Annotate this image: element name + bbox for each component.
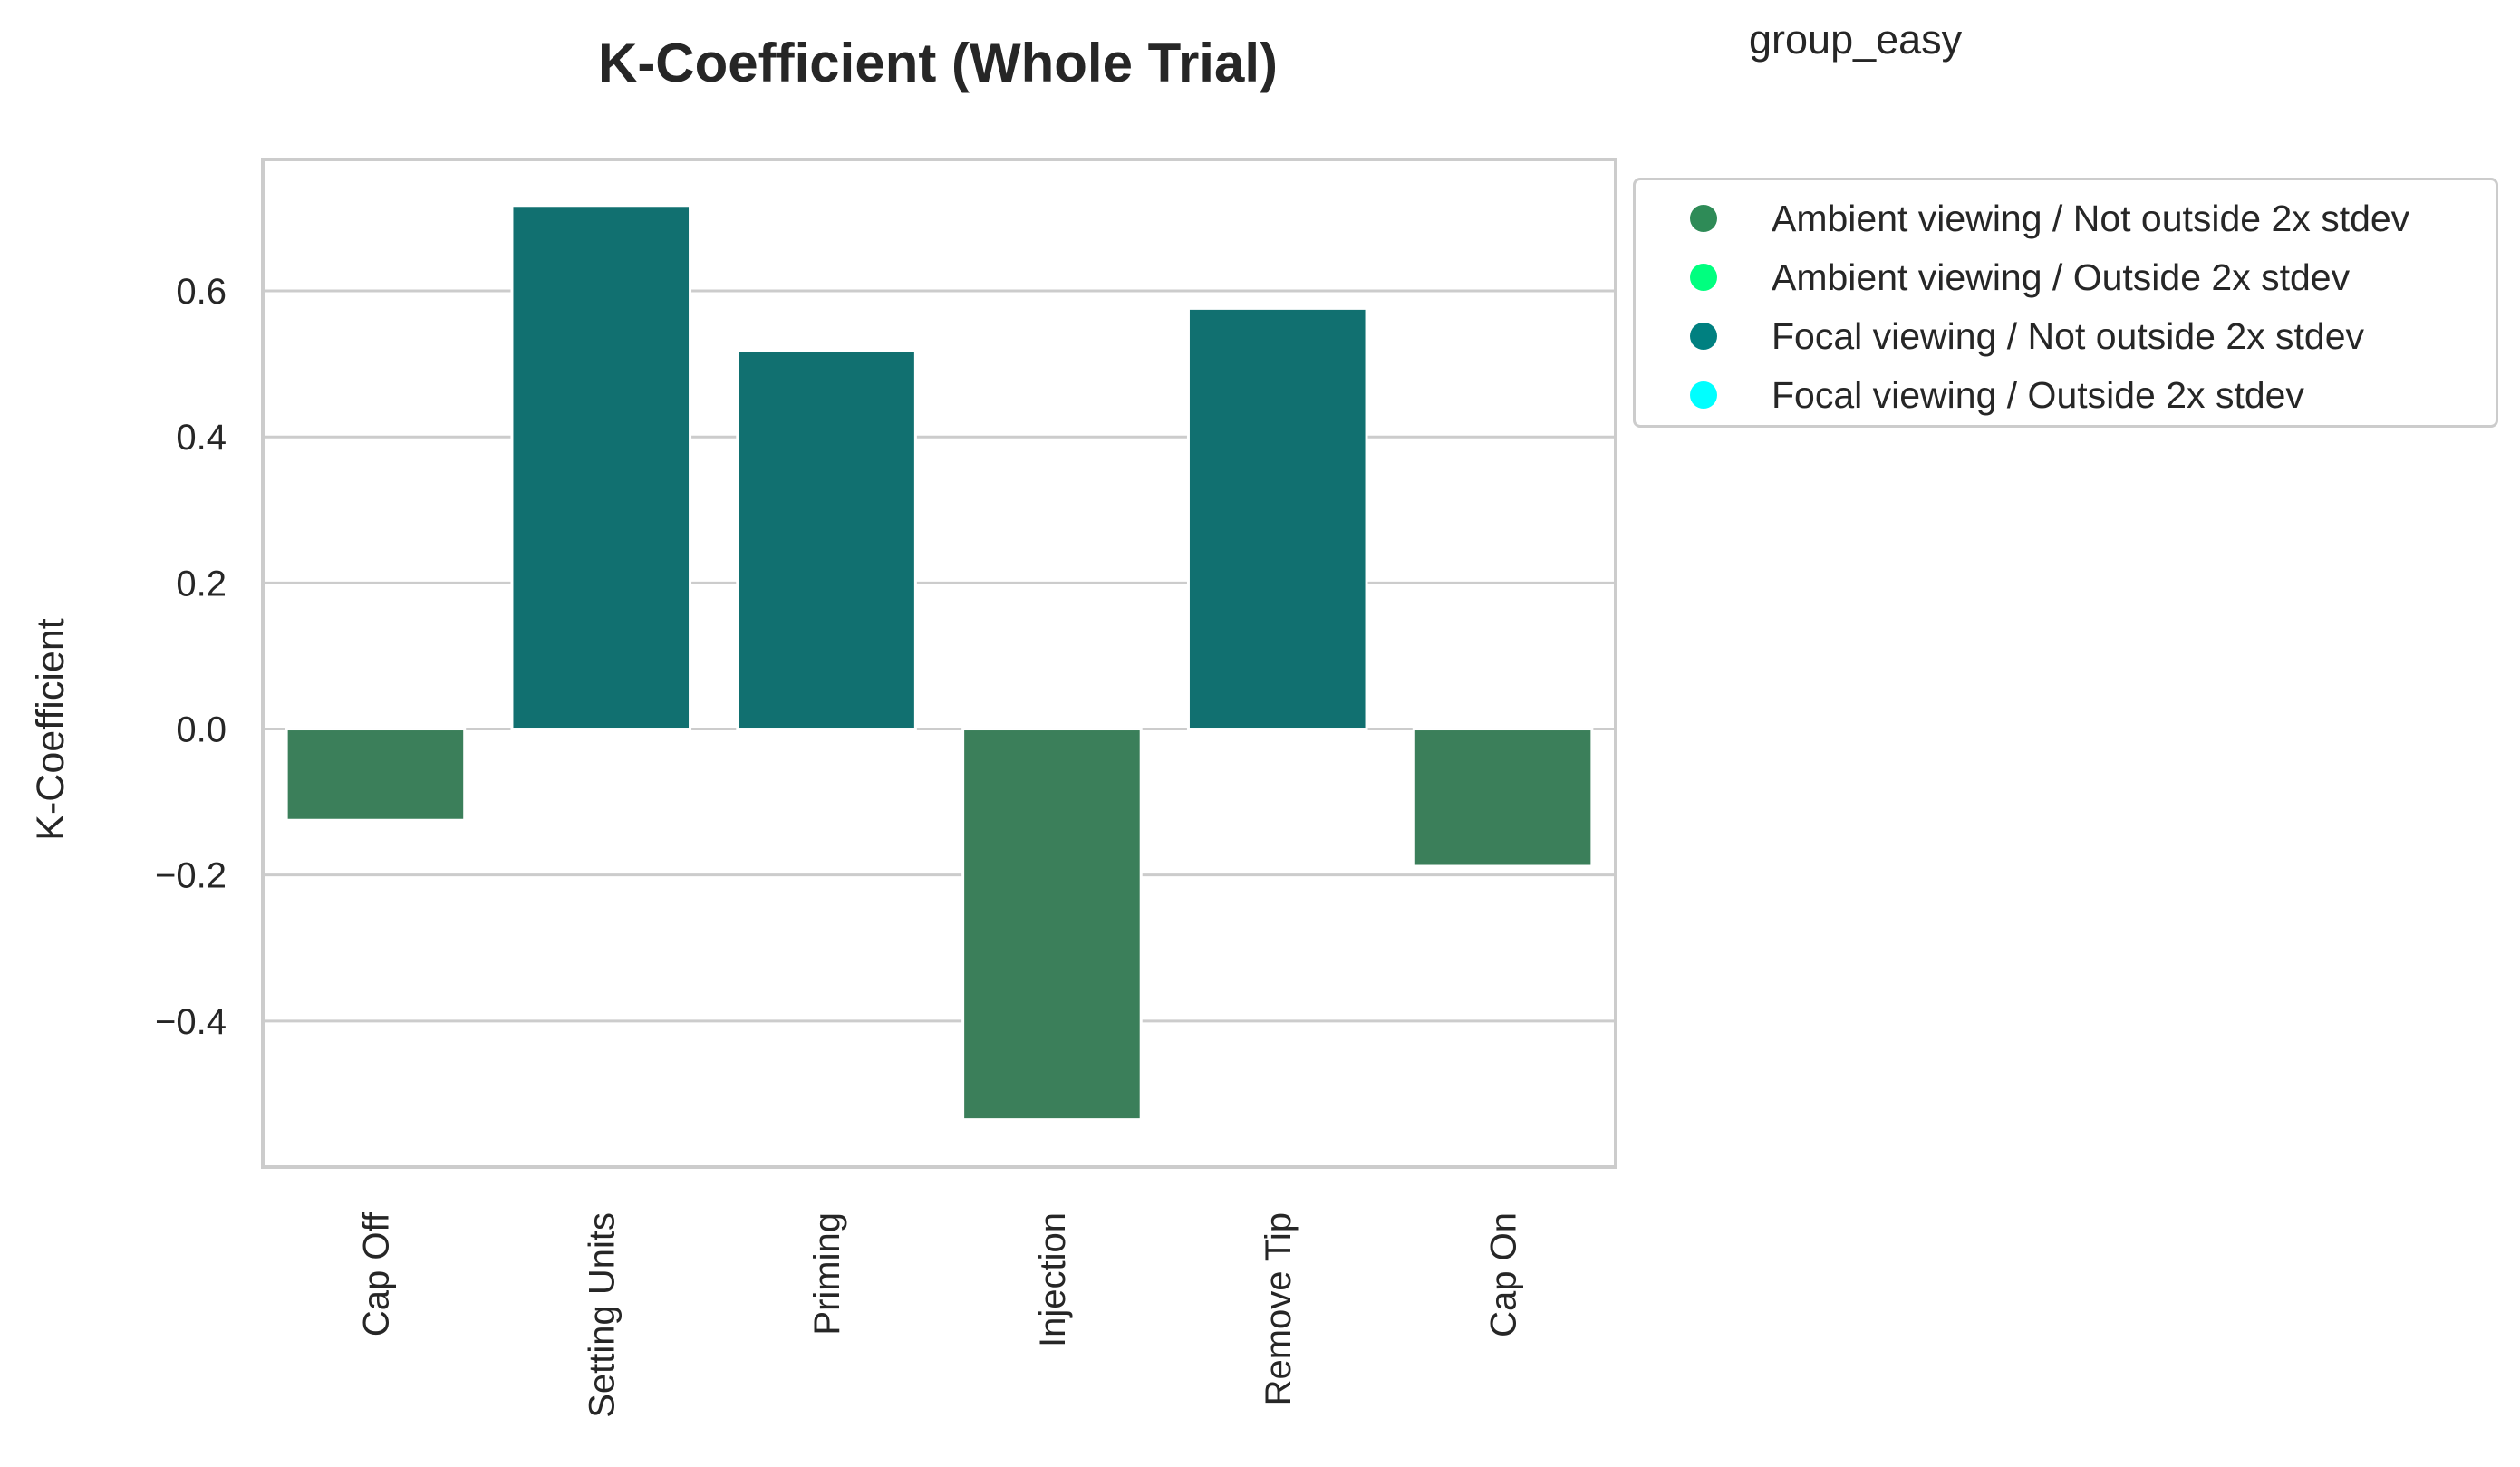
bar-remove-tip (1186, 306, 1368, 731)
bar-cap-off (285, 728, 467, 822)
legend-marker-icon (1690, 323, 1717, 350)
x-tick-label: Setting Units (582, 1212, 622, 1418)
y-axis-label: K-Coefficient (29, 618, 72, 840)
bar-injection (961, 728, 1143, 1122)
legend-marker-icon (1690, 264, 1717, 291)
bar-priming (736, 349, 917, 731)
gridlines (263, 159, 1616, 1167)
plot-frame (261, 158, 1617, 1169)
legend-label: Focal viewing / Not outside 2x stdev (1772, 315, 2365, 357)
bar-setting-units (510, 204, 692, 731)
x-tick-label: Injection (1033, 1212, 1073, 1347)
legend-label: Focal viewing / Outside 2x stdev (1772, 374, 2304, 416)
legend-marker-icon (1690, 205, 1717, 232)
y-tick-label: 0.0 (176, 710, 227, 750)
axes: −0.4 −0.2 0.0 0.2 0.4 0.6 Cap Off Setting Units… (155, 158, 1617, 1418)
x-tick-label: Remove Tip (1259, 1212, 1299, 1405)
legend: Ambient viewing / Not outside 2x stdev A… (1633, 178, 2498, 428)
y-tick-label: 0.4 (176, 418, 227, 458)
y-tick-label: 0.2 (176, 564, 227, 603)
y-tick-label: 0.6 (176, 272, 227, 312)
legend-label: Ambient viewing / Outside 2x stdev (1772, 256, 2351, 298)
legend-label: Ambient viewing / Not outside 2x stdev (1772, 198, 2410, 239)
plot-area (263, 159, 1616, 1167)
x-tick-label: Cap Off (356, 1211, 396, 1337)
chart-subtitle: group_easy (1749, 16, 1963, 63)
chart-title: K-Coefficient (Whole Trial) (598, 33, 1278, 93)
y-tick-label: −0.4 (155, 1002, 227, 1042)
x-tick-label: Priming (807, 1212, 847, 1336)
bar-cap-on (1412, 728, 1594, 868)
x-tick-label: Cap On (1484, 1212, 1524, 1337)
y-tick-label: −0.2 (155, 856, 227, 896)
bars (285, 204, 1594, 1122)
legend-marker-icon (1690, 381, 1717, 409)
